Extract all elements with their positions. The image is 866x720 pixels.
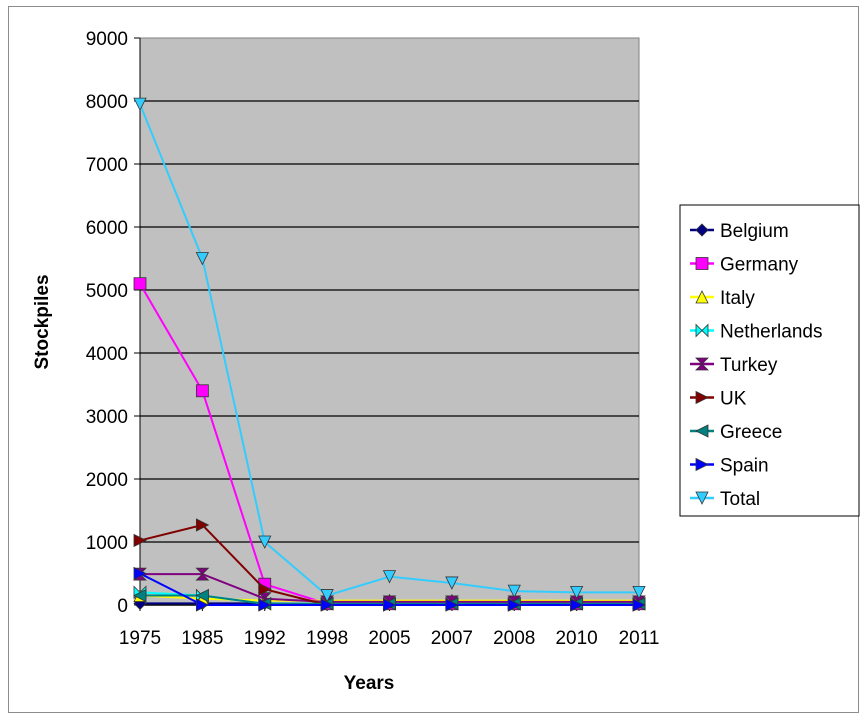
plot-area [139,37,640,606]
data-point [632,586,646,600]
data-point [258,535,272,549]
data-point [445,598,459,612]
legend-marker [695,323,709,338]
legend-label: Greece [720,422,782,443]
x-tick-label: 2011 [619,628,660,649]
legend-item: Italy [690,288,755,309]
legend-marker [695,290,709,304]
y-tick-label: 8000 [86,92,128,113]
y-tick-label: 9000 [86,29,128,50]
x-tick-label: 1992 [244,628,286,649]
series-spain [133,566,646,612]
legend-label: Total [720,489,760,510]
data-point [632,598,646,612]
legend-item: Total [690,489,760,510]
data-point [507,598,522,612]
legend-label: Netherlands [720,322,822,343]
data-point [195,588,209,603]
data-point [507,584,521,599]
legend-item: Turkey [690,355,778,376]
x-tick-label: 2008 [493,628,535,649]
data-point [445,576,459,590]
x-tick-label: 1998 [306,628,348,649]
x-axis-ticks: 1975 1985 1992 1998 2005 2007 2008 2010 2011 [119,604,660,649]
data-point [195,252,210,266]
x-tick-label: 2010 [555,628,597,649]
legend-marker [695,357,709,371]
data-point [569,586,584,600]
data-point [133,277,147,291]
x-tick-label: 1975 [119,628,161,649]
x-axis-title: Years [344,673,395,694]
legend-item: Germany [690,255,799,276]
y-axis-ticks: 0 1000 2000 3000 4000 5000 6000 7000 8000 9000 [86,29,141,617]
y-tick-label: 1000 [86,533,128,554]
gridlines [140,100,639,543]
legend-marker [695,424,709,438]
data-point [195,518,210,532]
data-point [195,384,209,398]
series-group [133,97,646,612]
legend-item: Netherlands [690,322,822,343]
data-point [133,566,147,581]
legend-label: Italy [720,288,755,309]
legend-marker [695,457,709,472]
data-point [133,97,147,112]
legend-marker [695,257,709,270]
legend-marker [695,491,709,505]
legend-label: Germany [720,255,799,276]
series-total [133,97,646,603]
y-tick-label: 0 [117,596,128,617]
x-tick-label: 2007 [431,628,473,649]
data-point [258,582,272,596]
data-point [570,598,584,612]
data-point [195,598,210,612]
y-tick-label: 5000 [86,281,128,302]
data-point [383,598,397,612]
y-axis-title: Stockpiles [32,274,53,369]
data-point [133,588,147,603]
legend: Belgium Germany Italy Netherlands Turkey UK Gr… [690,221,822,510]
data-point [382,570,397,584]
data-point [133,533,147,548]
x-tick-label: 2005 [368,628,410,649]
y-tick-label: 7000 [86,155,128,176]
legend-item: Spain [690,456,769,477]
data-point [195,567,210,581]
data-point [258,598,272,612]
data-point [320,589,334,603]
legend-marker [695,390,709,405]
legend-label: Turkey [720,355,778,376]
y-tick-label: 3000 [86,407,128,428]
legend-label: Spain [720,456,769,477]
y-tick-label: 2000 [86,470,128,491]
legend-item: Greece [690,422,782,443]
legend-label: Belgium [720,221,789,242]
x-tick-label: 1985 [181,628,223,649]
legend-label: UK [720,389,747,410]
legend-marker [695,223,709,237]
legend-item: UK [690,389,747,410]
y-tick-label: 6000 [86,218,128,239]
legend-item: Belgium [690,221,789,242]
y-tick-label: 4000 [86,344,128,365]
